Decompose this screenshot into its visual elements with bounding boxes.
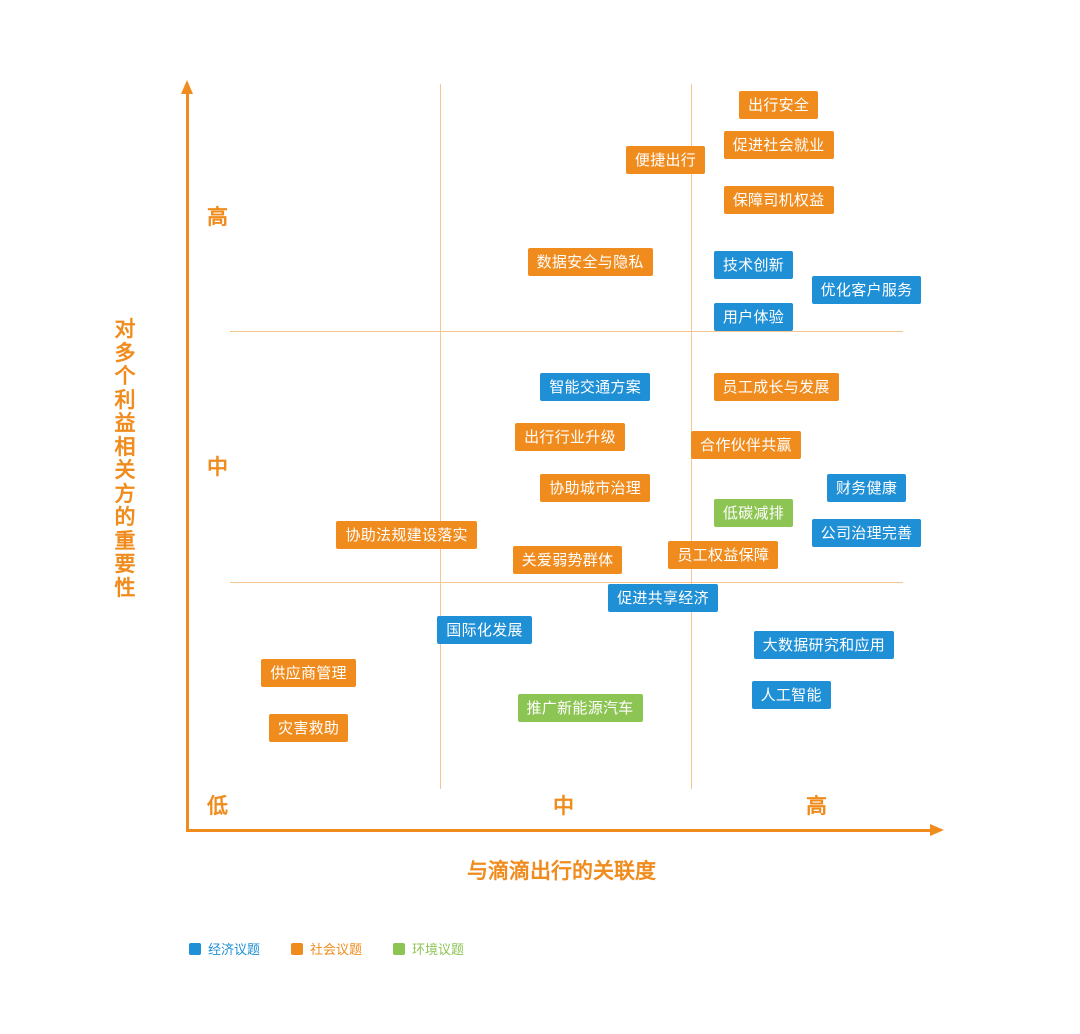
x-axis [186,829,934,832]
legend-environment: 环境议题 [393,939,464,958]
legend-label-environment: 环境议题 [412,943,465,958]
issue-tag-economic: 技术创新 [713,250,794,279]
legend-swatch-economic [189,942,201,955]
y-axis-title: 对多个利益相关方的重要性 [114,317,136,600]
issue-tag-social: 员工权益保障 [668,541,779,570]
x-axis-title: 与滴滴出行的关联度 [467,859,656,883]
issue-tag-economic: 智能交通方案 [540,373,651,402]
legend-label-economic: 经济议题 [208,943,261,958]
issue-tag-economic: 国际化发展 [437,616,532,645]
issue-tag-social: 数据安全与隐私 [527,248,653,277]
issue-tag-social: 协助城市治理 [540,473,651,502]
grid-line-horizontal-1 [230,331,903,332]
issue-tag-environment: 推广新能源汽车 [517,693,643,722]
issue-tag-economic: 促进共享经济 [608,583,718,612]
issue-tag-social: 促进社会就业 [723,130,834,159]
issue-tag-social: 合作伙伴共赢 [691,430,801,459]
issue-tag-social: 协助法规建设落实 [336,521,477,550]
issue-tag-social: 供应商管理 [261,658,356,687]
issue-tag-economic: 人工智能 [751,681,831,710]
y-axis [186,92,189,832]
issue-tag-social: 出行行业升级 [515,423,625,452]
y-axis-arrow-icon [181,80,193,94]
issue-tag-economic: 大数据研究和应用 [753,631,895,660]
issue-tag-social: 出行安全 [739,90,819,119]
issue-tag-social: 保障司机权益 [723,185,834,214]
x-level-mid: 中 [553,794,574,818]
issue-tag-economic: 公司治理完善 [811,518,922,547]
legend-social: 社会议题 [291,939,362,958]
x-level-low: 低 [207,794,228,818]
issue-tag-economic: 用户体验 [713,303,794,332]
issue-tag-social: 关爱弱势群体 [512,546,623,575]
y-level-mid: 中 [207,455,228,479]
issue-tag-social: 员工成长与发展 [713,373,839,402]
legend-economic: 经济议题 [189,939,260,958]
issue-tag-social: 灾害救助 [269,713,349,742]
y-level-high: 高 [207,205,228,229]
x-level-high: 高 [806,794,827,818]
legend-swatch-social [291,942,303,955]
issue-tag-environment: 低碳减排 [713,498,794,527]
issue-tag-economic: 财务健康 [827,473,907,502]
issue-tag-social: 便捷出行 [625,145,706,174]
grid-line-horizontal-2 [230,582,903,583]
legend-label-social: 社会议题 [310,943,363,958]
issue-tag-economic: 优化客户服务 [811,275,922,304]
grid-line-vertical-1 [440,84,441,789]
x-axis-arrow-icon [930,824,944,836]
legend-swatch-environment [393,942,405,955]
